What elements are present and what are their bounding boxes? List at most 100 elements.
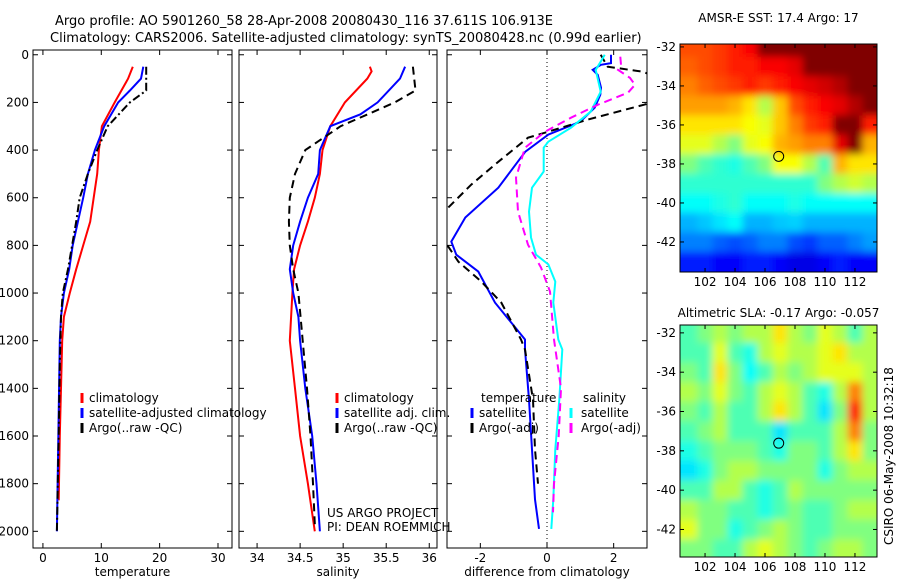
heatmap-cell	[697, 519, 714, 541]
heatmap-cell	[847, 441, 864, 462]
heatmap-cell	[712, 342, 729, 364]
heatmap-cell	[817, 193, 834, 214]
heatmap-cell	[727, 401, 744, 423]
heatmap-cell	[680, 421, 699, 442]
heatmap-cell	[847, 44, 864, 58]
heatmap-cell	[712, 441, 729, 462]
heatmap-cell	[680, 154, 699, 175]
heatmap-cell	[832, 134, 849, 156]
heatmap-cell	[712, 460, 729, 482]
heatmap-cell	[697, 342, 714, 364]
heatmap-cell	[697, 212, 714, 234]
heatmap-cell	[680, 499, 699, 521]
heatmap-cell	[712, 44, 729, 58]
heatmap-cell	[787, 342, 804, 364]
plot-frame	[32, 49, 233, 549]
heatmap-cell	[742, 519, 759, 541]
y-tick-label: -42	[656, 235, 676, 249]
heatmap-cell	[802, 519, 819, 541]
heatmap-cell	[802, 154, 819, 175]
heatmap-cell	[712, 421, 729, 442]
argo-position-marker	[773, 150, 785, 162]
heatmap-cell	[680, 232, 699, 253]
heatmap-cell	[742, 421, 759, 442]
heatmap-cell	[697, 539, 714, 557]
heatmap-cell	[680, 212, 699, 234]
heatmap-cell	[787, 480, 804, 501]
heatmap-cell	[727, 539, 744, 557]
heatmap-cell	[742, 499, 759, 521]
heatmap-cell	[742, 56, 759, 78]
legend-group-title: salinity	[583, 391, 626, 405]
heatmap-cell	[697, 251, 714, 272]
heatmap-cell	[742, 76, 759, 97]
heatmap-cell	[757, 251, 774, 272]
x-tick-label: 108	[784, 560, 807, 574]
heatmap-cell	[697, 115, 714, 136]
heatmap-cell	[787, 212, 804, 234]
heatmap-cell	[757, 342, 774, 364]
heatmap-cell	[847, 460, 864, 482]
heatmap-cell	[772, 76, 789, 97]
heatmap-cell	[727, 460, 744, 482]
heatmap-cell	[862, 173, 877, 195]
heatmap-cell	[862, 499, 877, 521]
heatmap-cell	[802, 401, 819, 423]
heatmap-cell	[817, 212, 834, 234]
heatmap-cell	[802, 134, 819, 156]
heatmap-cell	[787, 499, 804, 521]
heatmap-cell	[757, 44, 774, 58]
plot-frame	[446, 49, 648, 549]
heatmap-cell	[727, 342, 744, 364]
legend-entry: satellite adj. clim.	[344, 406, 450, 420]
heatmap-cell	[742, 44, 759, 58]
heatmap-cell	[817, 134, 834, 156]
legend-group-title: temperature	[481, 391, 556, 405]
heatmap-cell	[712, 499, 729, 521]
heatmap-cell	[757, 362, 774, 384]
heatmap-cell	[802, 362, 819, 384]
heatmap-cell	[772, 362, 789, 384]
heatmap-cell	[680, 76, 699, 97]
heatmap-cell	[772, 382, 789, 403]
heatmap-cell	[817, 441, 834, 462]
heatmap-cell	[802, 173, 819, 195]
heatmap-cell	[742, 212, 759, 234]
series-line-salinity-argo-adj-	[514, 56, 637, 513]
heatmap-cell	[742, 401, 759, 423]
heatmap-cell	[862, 44, 877, 58]
heatmap-cell	[742, 115, 759, 136]
x-tick-label: 106	[754, 560, 777, 574]
heatmap-cell	[727, 212, 744, 234]
heatmap-cell	[697, 499, 714, 521]
heatmap-cell	[817, 154, 834, 175]
heatmap-cell	[697, 480, 714, 501]
heatmap-cell	[802, 76, 819, 97]
map-frame	[679, 324, 878, 558]
heatmap-cell	[772, 134, 789, 156]
heatmap-cell	[817, 173, 834, 195]
heatmap-blur	[680, 44, 877, 272]
x-tick-label: 110	[814, 275, 837, 289]
heatmap-cell	[817, 115, 834, 136]
heatmap-cell	[757, 212, 774, 234]
y-tick-label: 200	[6, 95, 29, 109]
legend-entry: Argo(-adj)	[581, 421, 641, 435]
heatmap-cell	[680, 480, 699, 501]
heatmap-cell	[757, 539, 774, 557]
heatmap-cell	[802, 193, 819, 214]
heatmap-cell	[832, 76, 849, 97]
x-tick-label: 104	[724, 560, 747, 574]
heatmap-cell	[772, 421, 789, 442]
heatmap-cell	[862, 539, 877, 557]
heatmap-cell	[817, 342, 834, 364]
x-tick-label: 102	[694, 275, 717, 289]
heatmap-cell	[817, 232, 834, 253]
heatmap-cell	[802, 421, 819, 442]
legend-entry: climatology	[89, 391, 159, 405]
heatmap-cell	[727, 115, 744, 136]
heatmap-cell	[832, 480, 849, 501]
heatmap-cell	[862, 95, 877, 117]
map-title: AMSR-E SST: 17.4 Argo: 17	[698, 11, 858, 25]
heatmap-cell	[727, 44, 744, 58]
